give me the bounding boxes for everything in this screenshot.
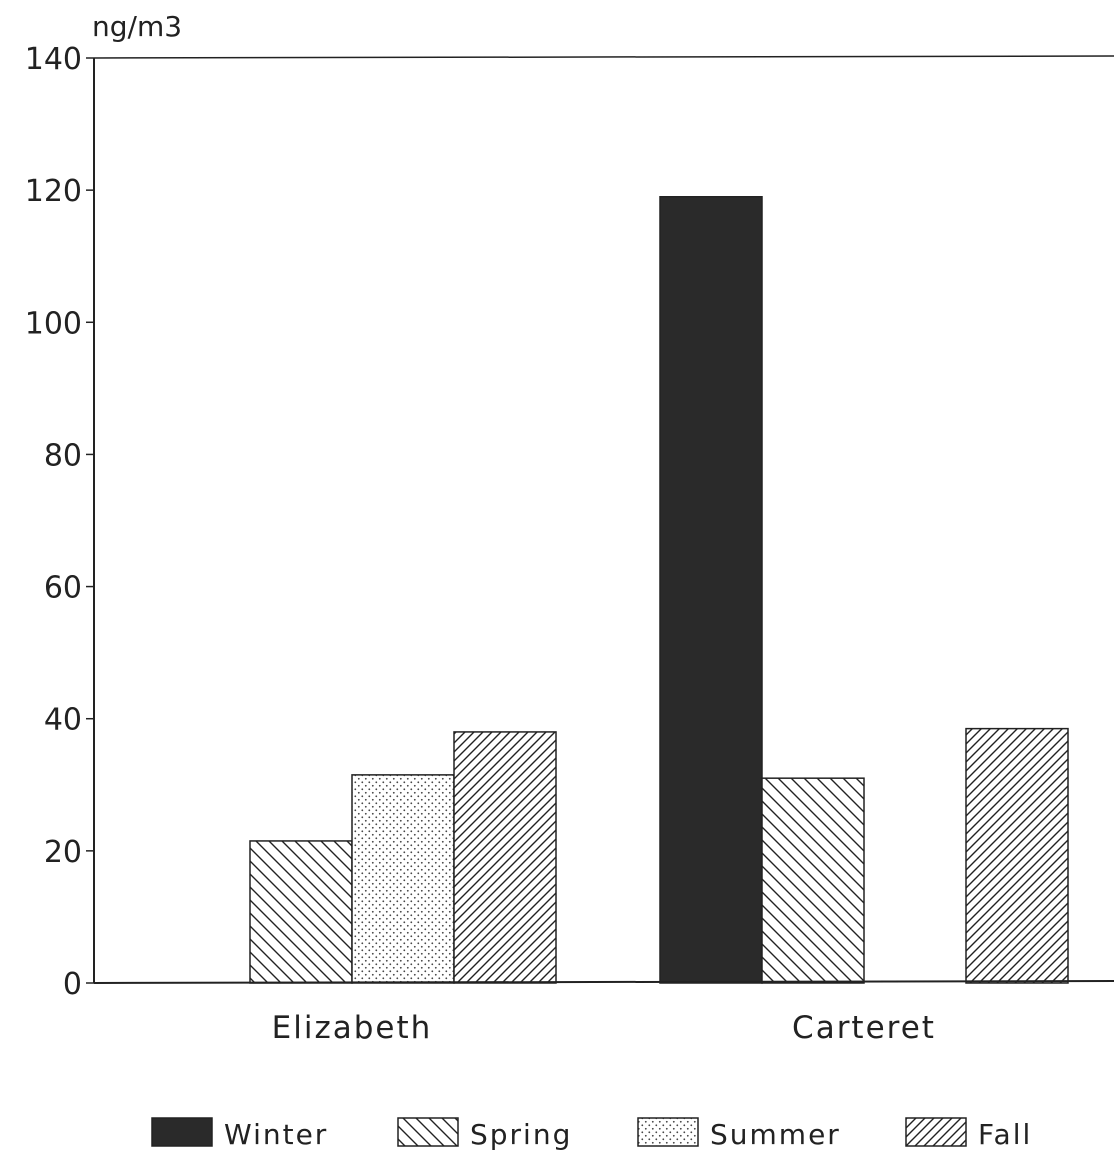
bar-elizabeth-spring [249,840,353,984]
y-tick-label-40: 40 [44,703,82,738]
legend-swatch-spring [397,1117,459,1147]
legend-label-summer: Summer [710,1118,841,1150]
legend-swatch-summer [637,1117,699,1147]
bar-elizabeth-fall [453,731,557,984]
bar-carteret-fall [965,727,1069,984]
y-ticks: 0 20 40 60 80 100 120 140 [25,42,94,1002]
y-tick-label-20: 20 [44,835,82,870]
y-tick-label-140: 140 [25,42,82,77]
legend-label-fall: Fall [978,1118,1032,1150]
y-tick-label-60: 60 [44,571,82,606]
legend-swatch-fall [905,1117,967,1147]
y-tick-label-120: 120 [25,174,82,209]
category-label-carteret: Carteret [792,1010,936,1046]
y-axis-unit-label: ng/m3 [92,10,182,43]
legend-label-winter: Winter [224,1118,328,1150]
category-label-elizabeth: Elizabeth [272,1010,433,1046]
bars [249,196,1069,984]
x-axis-line [93,980,1114,984]
y-tick-label-80: 80 [44,438,82,473]
legend-swatch-winter [151,1117,213,1147]
y-axis: 0 20 40 60 80 100 120 140 [25,42,1114,1002]
legend: Winter Spring Summer Fall [151,1117,1032,1150]
legend-label-spring: Spring [470,1118,572,1150]
category-labels: Elizabeth Carteret [272,1010,936,1046]
bar-carteret-spring [761,777,865,984]
y-tick-label-0: 0 [63,967,82,1002]
bar-carteret-winter [659,196,763,984]
y-tick-label-100: 100 [25,306,82,341]
bar-elizabeth-summer [351,774,455,984]
top-frame-line [93,55,1114,59]
